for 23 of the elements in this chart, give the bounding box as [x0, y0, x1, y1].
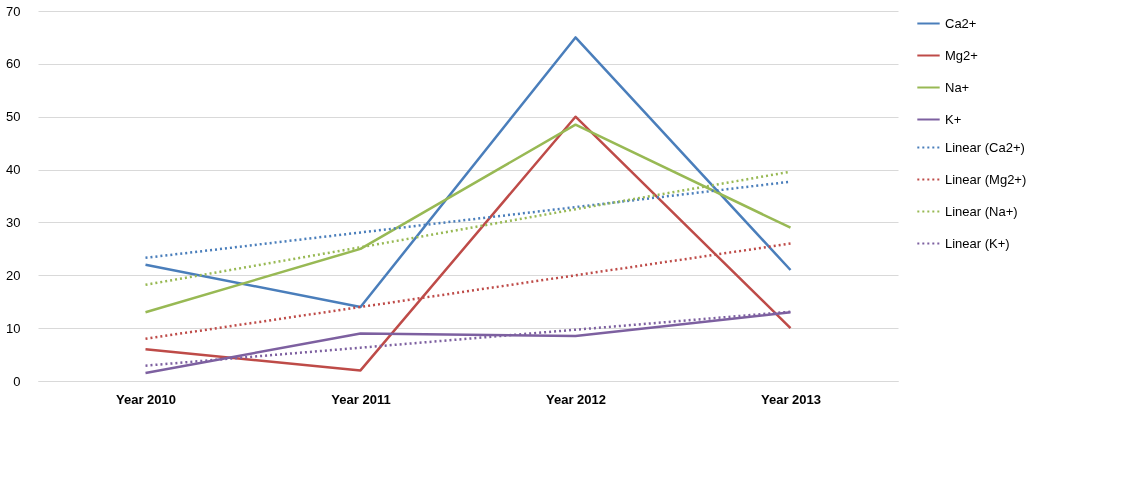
y-tick-label: 60	[6, 56, 21, 72]
line-series	[144, 115, 792, 372]
legend-label: Linear (K+)	[945, 235, 1010, 251]
legend-label: Ca2+	[945, 15, 977, 31]
x-tick-label: Year 2012	[545, 391, 607, 407]
legend-label: Mg2+	[945, 47, 978, 63]
x-tick-label: Year 2010	[115, 391, 177, 407]
legend-label: Linear (Ca2+)	[945, 139, 1025, 155]
y-tick-label: 20	[6, 267, 21, 283]
line-series	[144, 123, 792, 314]
y-tick-label: 10	[6, 320, 21, 336]
legend-label: K+	[945, 111, 962, 127]
y-tick-label: 70	[6, 3, 21, 19]
legend-label: Linear (Na+)	[945, 203, 1018, 219]
x-tick-label: Year 2013	[760, 391, 822, 407]
y-tick-label: 40	[6, 162, 21, 178]
y-tick-label: 30	[6, 214, 21, 230]
legend-label: Na+	[945, 79, 970, 95]
x-tick-label: Year 2011	[331, 391, 391, 407]
y-tick-label: 0	[13, 373, 21, 389]
y-tick-label: 50	[6, 109, 21, 125]
line-series	[144, 36, 792, 309]
legend-label: Linear (Mg2+)	[945, 171, 1027, 187]
